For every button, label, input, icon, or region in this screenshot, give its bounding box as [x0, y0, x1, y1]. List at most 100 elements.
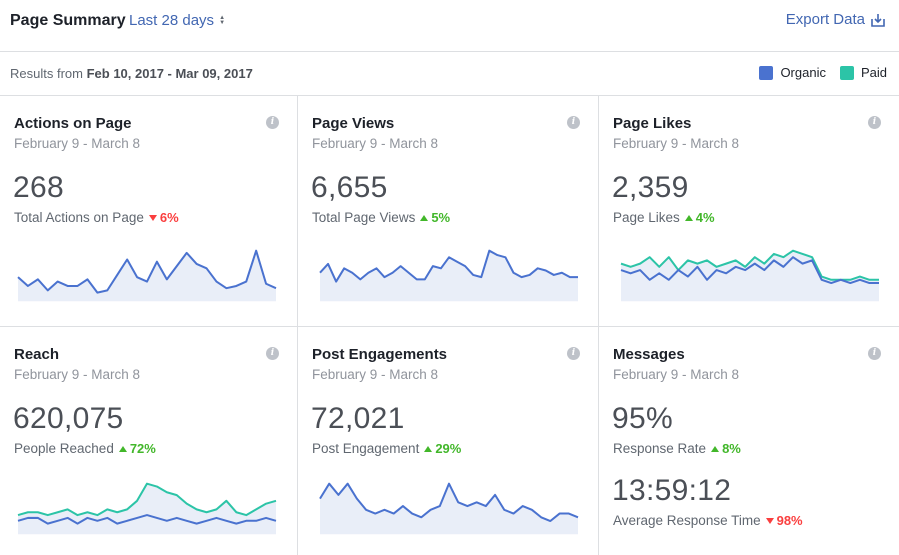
change-indicator: 6% [148, 210, 179, 225]
card-date-range: February 9 - March 8 [14, 136, 141, 151]
card-post-engagements[interactable]: Post Engagements February 9 - March 8 i … [298, 327, 599, 555]
triangle-down-icon [765, 517, 774, 524]
card-reach[interactable]: Reach February 9 - March 8 i 620,075 Peo… [0, 327, 298, 555]
sparkline-chart [319, 482, 579, 535]
legend-organic-swatch [759, 65, 774, 80]
metric-label: Response Rate [613, 441, 707, 456]
metric-label: Total Actions on Page [14, 210, 144, 225]
export-data-button[interactable]: Export Data [786, 11, 885, 28]
triangle-up-icon [684, 214, 693, 221]
sparkline-area [320, 483, 578, 535]
metric-label: Page Likes [613, 210, 680, 225]
info-icon[interactable]: i [266, 347, 279, 360]
card-metric: Response Rate 8% [613, 441, 741, 456]
legend-paid-label: Paid [860, 65, 887, 80]
metric-label: People Reached [14, 441, 114, 456]
date-range-label: Last 28 days [129, 12, 215, 29]
sparkline-organic-line [17, 249, 277, 294]
card-metric: People Reached 72% [14, 441, 156, 456]
card-metric: Page Likes 4% [613, 210, 715, 225]
change-indicator: 8% [711, 441, 741, 456]
legend-paid-swatch [839, 65, 854, 80]
download-icon [871, 13, 885, 27]
sparkline-chart [319, 249, 578, 302]
results-range: Results from Feb 10, 2017 - Mar 09, 2017 [10, 66, 253, 81]
page-title: Page Summary [10, 12, 126, 29]
card-value: 268 [13, 171, 64, 204]
sparkline-organic-line [620, 256, 879, 285]
results-date-range: Feb 10, 2017 - Mar 09, 2017 [86, 66, 253, 81]
info-icon[interactable]: i [266, 116, 279, 129]
triangle-down-icon [148, 214, 157, 221]
triangle-up-icon [420, 214, 429, 221]
card-title: Reach [14, 346, 60, 363]
info-icon[interactable]: i [567, 116, 580, 129]
card-messages[interactable]: Messages February 9 - March 8 i 95% Resp… [599, 327, 899, 555]
card-value: 72,021 [311, 402, 405, 435]
page-summary-header: Page Summary Last 28 days ▲ ▼ Export Data [0, 0, 899, 52]
sparkline-area [18, 250, 276, 302]
change-value: 72% [129, 441, 156, 456]
card-metric: Total Actions on Page 6% [14, 210, 179, 225]
chart-legend: Organic Paid [745, 65, 887, 80]
sparkline-organic-line [319, 482, 579, 523]
info-icon[interactable]: i [868, 116, 881, 129]
metric-label: Post Engagement [312, 441, 420, 456]
sparkline-paid-line [620, 249, 879, 281]
card-date-range: February 9 - March 8 [613, 136, 740, 151]
card-title: Messages [613, 346, 685, 363]
card-actions-on-page[interactable]: Actions on Page February 9 - March 8 i 2… [0, 96, 298, 327]
sparkline-chart [17, 482, 277, 535]
change-value: 8% [722, 441, 741, 456]
change-indicator: 29% [424, 441, 461, 456]
card-value: 2,359 [612, 171, 689, 204]
legend-paid: Paid [839, 65, 887, 80]
card-title: Page Likes [613, 115, 692, 132]
triangle-up-icon [424, 445, 433, 452]
response-rate-value: 95% [612, 402, 673, 435]
export-data-label: Export Data [785, 11, 865, 28]
change-value-2: 98% [776, 513, 803, 528]
info-icon[interactable]: i [868, 347, 881, 360]
sparkline-organic-line [319, 249, 578, 283]
card-value: 6,655 [311, 171, 388, 204]
change-indicator-2: 98% [765, 513, 803, 528]
change-indicator: 72% [118, 441, 156, 456]
date-range-select[interactable]: Last 28 days ▲ ▼ [129, 12, 225, 29]
card-date-range: February 9 - March 8 [613, 367, 740, 382]
legend-organic: Organic [759, 65, 826, 80]
change-indicator: 4% [684, 210, 715, 225]
card-page-views[interactable]: Page Views February 9 - March 8 i 6,655 … [298, 96, 599, 327]
sparkline-area [18, 483, 276, 535]
info-icon[interactable]: i [567, 347, 580, 360]
card-metric: Total Page Views 5% [312, 210, 450, 225]
card-date-range: February 9 - March 8 [312, 367, 439, 382]
metric-label: Total Page Views [312, 210, 416, 225]
card-metric: Post Engagement 29% [312, 441, 461, 456]
sparkline-area [320, 250, 578, 302]
sparkline-area [621, 250, 879, 302]
legend-organic-label: Organic [780, 65, 826, 80]
card-metric-2: Average Response Time 98% [613, 513, 803, 528]
card-title: Post Engagements [312, 346, 448, 363]
sparkline-paid-line [17, 482, 277, 517]
results-prefix: Results from [10, 66, 83, 81]
response-time-value: 13:59:12 [612, 474, 732, 507]
change-value: 6% [159, 210, 179, 225]
change-indicator: 5% [420, 210, 450, 225]
change-value: 5% [431, 210, 451, 225]
summary-grid: Actions on Page February 9 - March 8 i 2… [0, 96, 899, 555]
change-value: 4% [695, 210, 715, 225]
card-title: Actions on Page [14, 115, 132, 132]
card-date-range: February 9 - March 8 [312, 136, 439, 151]
sparkline-organic-line [17, 514, 277, 525]
triangle-up-icon [118, 445, 127, 452]
results-bar: Results from Feb 10, 2017 - Mar 09, 2017… [0, 52, 899, 96]
card-date-range: February 9 - March 8 [14, 367, 141, 382]
card-page-likes[interactable]: Page Likes February 9 - March 8 i 2,359 … [599, 96, 899, 327]
triangle-up-icon [711, 445, 720, 452]
card-title: Page Views [312, 115, 395, 132]
card-value: 620,075 [13, 402, 124, 435]
metric-label-2: Average Response Time [613, 513, 761, 528]
sparkline-chart [17, 249, 277, 302]
